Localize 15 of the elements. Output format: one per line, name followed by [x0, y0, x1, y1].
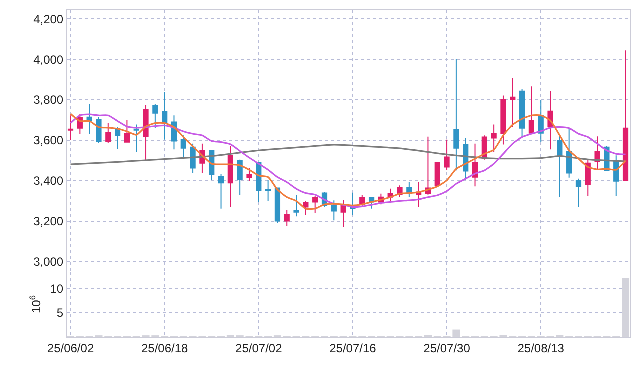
- x-tick-label: 25/06/02: [47, 341, 94, 356]
- y-tick-label: 10: [50, 282, 64, 296]
- y-tick-label: 4,200: [34, 12, 64, 26]
- x-tick-label: 25/07/16: [330, 341, 377, 356]
- y-tick-label: 4,000: [34, 52, 64, 67]
- x-tick-label: 25/08/13: [518, 341, 565, 356]
- y-tick-label: 3,600: [34, 134, 64, 148]
- y-tick-label: 3,400: [34, 174, 64, 188]
- x-tick-label: 25/07/30: [424, 341, 471, 356]
- y-tick-label: 5: [56, 306, 64, 320]
- x-tick-label: 25/07/02: [236, 341, 283, 356]
- y-tick-label: 3,200: [34, 214, 64, 229]
- y-tick-label: 3,800: [34, 93, 64, 108]
- x-tick-label: 25/06/18: [141, 341, 189, 356]
- y-tick-label: 3,000: [34, 255, 64, 270]
